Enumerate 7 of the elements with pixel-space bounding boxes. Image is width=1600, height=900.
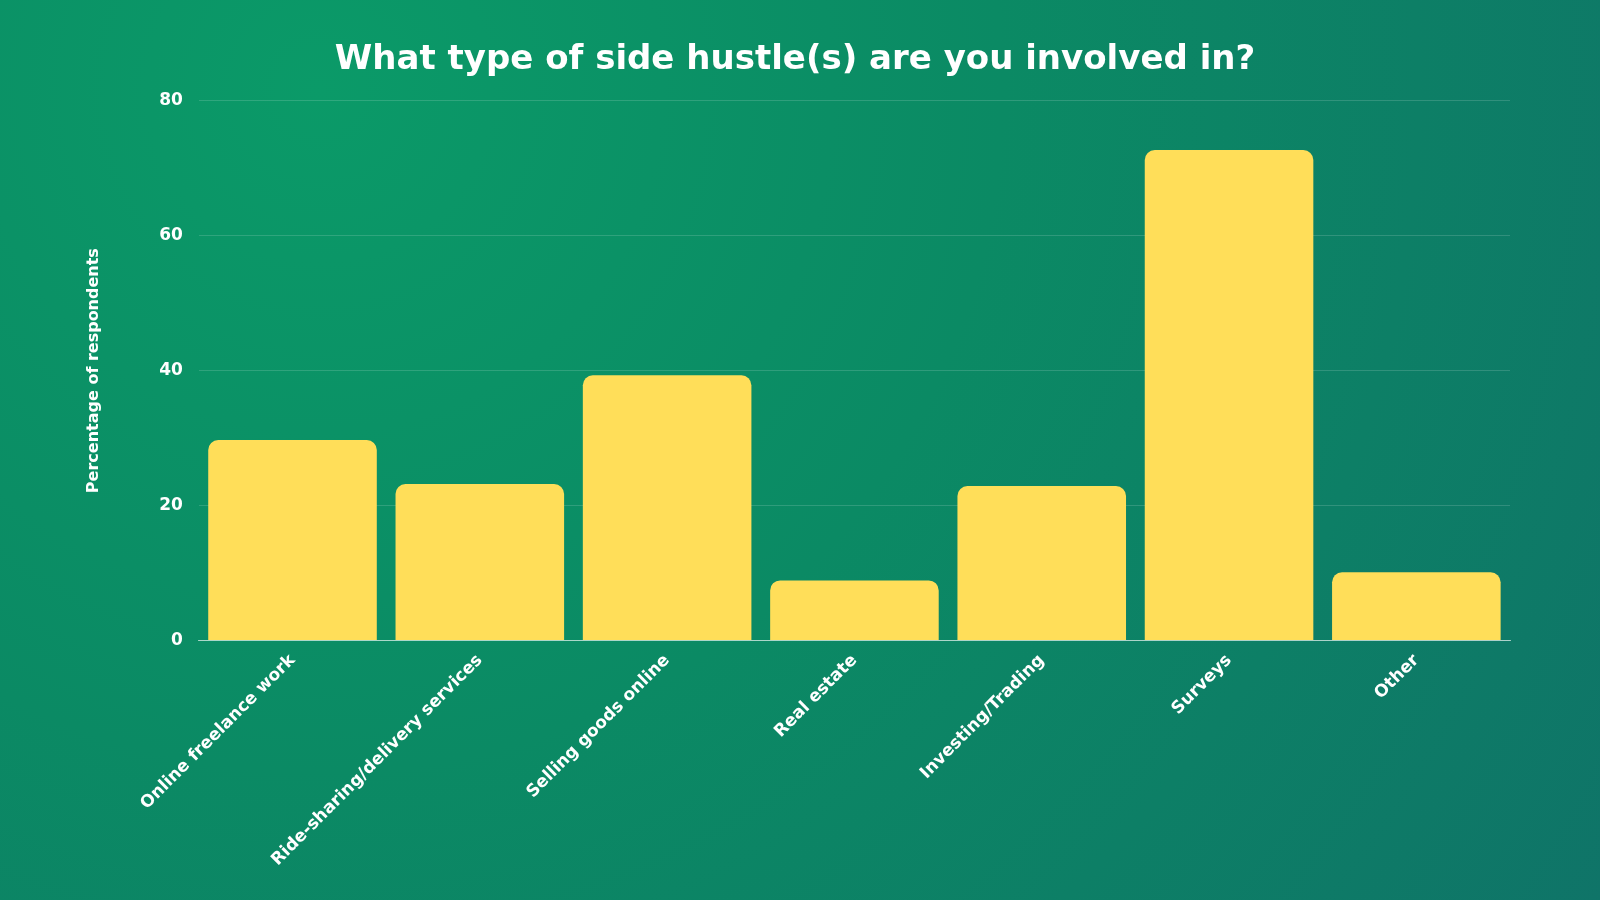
y-tick-label: 60 — [159, 224, 184, 245]
y-tick-label: 40 — [159, 359, 184, 380]
chart-title: What type of side hustle(s) are you involved in? — [334, 37, 1256, 78]
y-tick-label: 0 — [171, 628, 184, 649]
y-tick-label: 20 — [159, 493, 184, 514]
y-tick-label: 80 — [159, 89, 184, 110]
y-axis-title: Percentage of respondents — [82, 248, 102, 494]
